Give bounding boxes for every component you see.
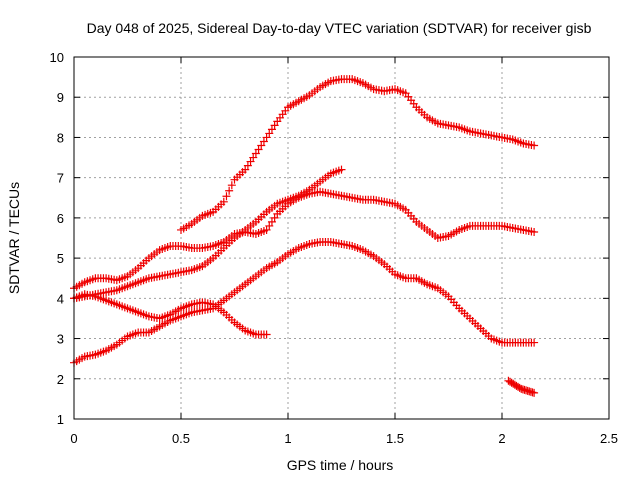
y-tick-label: 3 xyxy=(57,332,64,347)
data-point-interp xyxy=(270,213,279,222)
plot-frame xyxy=(73,56,610,420)
data-points xyxy=(70,75,539,397)
y-tick-label: 8 xyxy=(57,130,64,145)
series-arc-6 xyxy=(504,376,539,397)
data-point xyxy=(262,225,271,234)
y-tick-label: 6 xyxy=(57,211,64,226)
y-tick-label: 10 xyxy=(50,50,64,65)
x-tick-label: 1.5 xyxy=(386,431,404,446)
data-point-interp xyxy=(254,145,263,154)
data-point-interp xyxy=(246,157,255,166)
chart-title: Day 048 of 2025, Sidereal Day-to-day VTE… xyxy=(87,20,592,36)
y-tick-label: 7 xyxy=(57,171,64,186)
data-point-interp xyxy=(222,192,231,201)
data-point xyxy=(251,149,260,158)
y-axis-label: SDTVAR / TECUs xyxy=(6,182,22,294)
y-tick-label: 5 xyxy=(57,251,64,266)
x-axis-label: GPS time / hours xyxy=(287,457,394,473)
data-point xyxy=(530,227,539,236)
data-point-interp xyxy=(265,129,274,138)
data-point-interp xyxy=(270,121,279,130)
data-point xyxy=(337,165,346,174)
y-tick-label: 2 xyxy=(57,372,64,387)
x-tick-label: 0.5 xyxy=(172,431,190,446)
series-arc-3 xyxy=(70,187,539,293)
gridlines xyxy=(74,57,609,419)
axes: 0 0.5 1 1.5 2 2.5 1 2 3 4 5 6 7 8 9 10 xyxy=(50,50,619,446)
data-point xyxy=(530,338,539,347)
data-point-interp xyxy=(259,137,268,146)
data-point-interp xyxy=(267,217,276,226)
data-point-interp xyxy=(225,186,234,195)
data-point xyxy=(530,141,539,150)
data-point xyxy=(262,330,271,339)
series-arc-1 xyxy=(177,75,539,234)
x-tick-label: 1 xyxy=(284,431,291,446)
data-point xyxy=(219,197,228,206)
x-tick-label: 0 xyxy=(70,431,77,446)
data-point xyxy=(530,388,539,397)
data-point-interp xyxy=(249,153,258,162)
data-point xyxy=(241,165,250,174)
data-point-interp xyxy=(267,125,276,134)
data-point-interp xyxy=(243,161,252,170)
data-point-interp xyxy=(257,141,266,150)
y-tick-label: 1 xyxy=(57,412,64,427)
x-tick-label: 2.5 xyxy=(600,431,618,446)
data-point xyxy=(262,133,271,142)
data-point-interp xyxy=(227,181,236,190)
x-tick-label: 2 xyxy=(498,431,505,446)
y-tick-label: 4 xyxy=(57,291,64,306)
y-tick-label: 9 xyxy=(57,90,64,105)
data-point-interp xyxy=(265,221,274,230)
series-arc-5 xyxy=(70,238,539,367)
